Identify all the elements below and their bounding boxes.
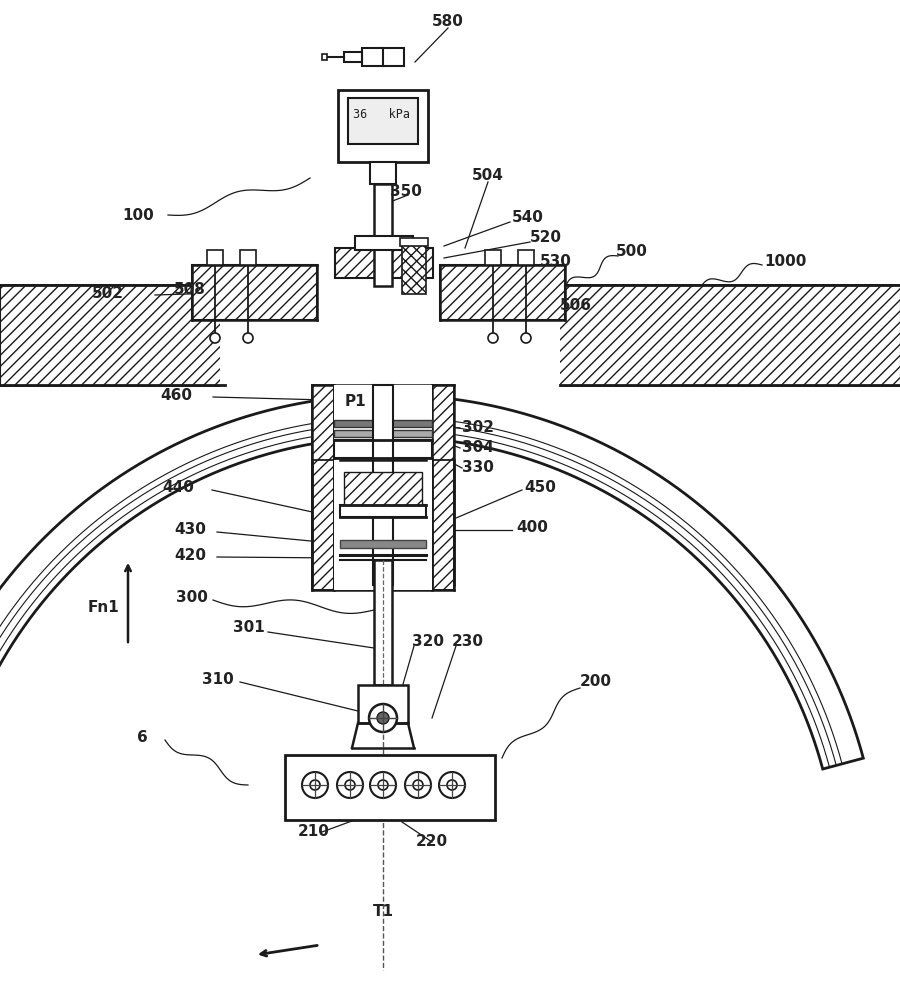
Text: 400: 400 <box>516 520 548 536</box>
Bar <box>558 285 900 385</box>
Text: 200: 200 <box>580 674 612 690</box>
Bar <box>518 250 534 265</box>
Bar <box>240 250 256 265</box>
Bar <box>358 685 408 723</box>
Text: 304: 304 <box>462 440 494 454</box>
Text: 540: 540 <box>512 211 544 226</box>
Text: 460: 460 <box>160 387 192 402</box>
Bar <box>0 285 900 385</box>
Text: 530: 530 <box>540 254 572 269</box>
Text: 301: 301 <box>233 620 265 636</box>
Bar <box>402 237 409 247</box>
Circle shape <box>521 333 531 343</box>
Text: T1: T1 <box>373 904 393 920</box>
Bar <box>285 755 495 820</box>
Text: 230: 230 <box>452 635 484 650</box>
Text: 300: 300 <box>176 590 208 605</box>
Text: Fn1: Fn1 <box>88 599 120 614</box>
Bar <box>362 48 404 66</box>
Text: 320: 320 <box>412 635 444 650</box>
Circle shape <box>413 780 423 790</box>
Text: 330: 330 <box>462 460 494 475</box>
Bar <box>344 52 362 62</box>
Bar <box>334 440 432 458</box>
Circle shape <box>210 333 220 343</box>
Bar <box>220 280 560 390</box>
Text: 520: 520 <box>530 231 562 245</box>
Bar <box>400 238 428 246</box>
Bar <box>322 54 327 60</box>
Bar <box>335 248 433 278</box>
Bar <box>0 285 225 385</box>
Circle shape <box>447 780 457 790</box>
Text: 302: 302 <box>462 420 494 434</box>
Bar <box>432 460 454 590</box>
Bar <box>344 472 422 505</box>
Bar <box>340 505 426 517</box>
Bar <box>334 385 432 485</box>
Bar <box>440 265 565 320</box>
Bar <box>334 460 432 590</box>
Text: 350: 350 <box>390 184 422 200</box>
Bar <box>374 560 392 685</box>
Text: 500: 500 <box>616 244 648 259</box>
Text: 504: 504 <box>472 168 504 184</box>
Text: 1000: 1000 <box>764 254 806 269</box>
Bar <box>485 250 501 265</box>
Text: 210: 210 <box>298 824 330 840</box>
Text: 220: 220 <box>416 834 448 850</box>
Circle shape <box>370 772 396 798</box>
Circle shape <box>378 780 388 790</box>
Text: 6: 6 <box>137 730 148 746</box>
Polygon shape <box>0 395 863 769</box>
Text: 440: 440 <box>162 481 194 495</box>
Bar <box>312 460 334 590</box>
Bar <box>373 385 393 585</box>
Bar <box>340 540 426 548</box>
Bar <box>312 385 334 585</box>
Bar <box>432 385 454 585</box>
Circle shape <box>310 780 320 790</box>
Text: P1: P1 <box>344 394 365 410</box>
Text: 310: 310 <box>202 672 234 688</box>
Text: 450: 450 <box>524 481 556 495</box>
Circle shape <box>337 772 363 798</box>
Bar <box>338 90 428 162</box>
Bar <box>334 420 432 427</box>
Text: 506: 506 <box>560 298 592 312</box>
Bar <box>348 98 418 144</box>
Text: 430: 430 <box>174 522 206 538</box>
Bar <box>334 430 432 437</box>
Text: 580: 580 <box>432 14 464 29</box>
Bar <box>207 250 223 265</box>
Text: 502: 502 <box>92 286 124 300</box>
Circle shape <box>243 333 253 343</box>
Text: 36   kPa: 36 kPa <box>353 108 410 121</box>
Text: 508: 508 <box>174 282 206 298</box>
Circle shape <box>405 772 431 798</box>
Bar <box>370 162 396 184</box>
Circle shape <box>302 772 328 798</box>
Bar <box>402 244 426 294</box>
Text: 420: 420 <box>174 548 206 562</box>
Circle shape <box>369 704 397 732</box>
Circle shape <box>488 333 498 343</box>
Circle shape <box>345 780 355 790</box>
Circle shape <box>439 772 465 798</box>
Text: 100: 100 <box>122 208 154 223</box>
Circle shape <box>377 712 389 724</box>
Bar <box>355 236 413 250</box>
Bar <box>192 265 317 320</box>
Bar <box>374 184 392 286</box>
